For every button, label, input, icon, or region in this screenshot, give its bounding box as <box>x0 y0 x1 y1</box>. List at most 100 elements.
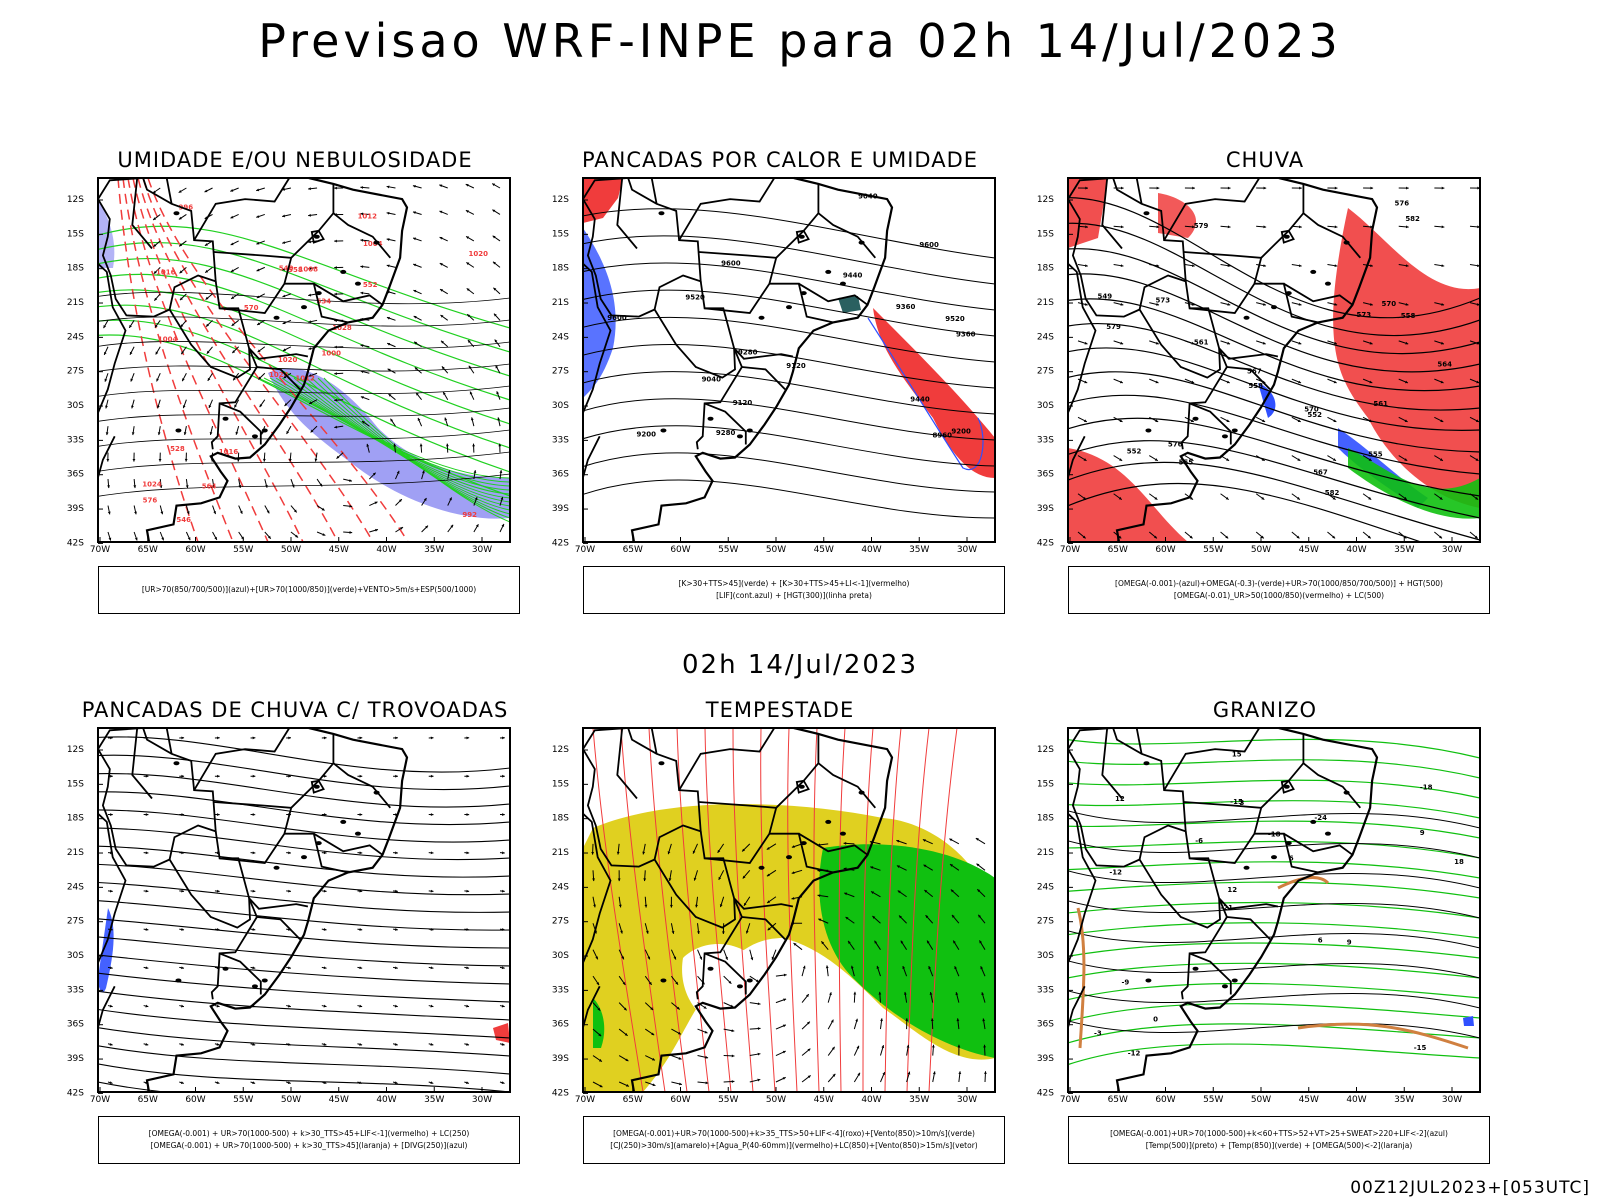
contour-label: 570 <box>1304 405 1319 413</box>
contour-label: 573 <box>1155 296 1170 304</box>
panel-title: PANCADAS POR CALOR E UMIDADE <box>581 148 979 172</box>
lat-tick-label: 24S <box>552 332 569 342</box>
lat-tick-label: 33S <box>552 985 569 995</box>
lat-tick-label: 27S <box>1037 367 1054 377</box>
axis-tick-labels: 12S 15S 18S 21S 24S 27S 30S 33S 36S 39S 42S 70W 65W 6… <box>552 195 977 555</box>
lat-tick-label: 36S <box>67 470 84 480</box>
lat-tick-label: 39S <box>1037 504 1054 514</box>
contour-label: 9280 <box>738 348 758 356</box>
lat-tick-label: 21S <box>67 298 84 308</box>
contour-label: 1020 <box>278 356 298 364</box>
lat-tick-label: 18S <box>67 264 84 274</box>
contour-label: -3 <box>1094 1030 1102 1038</box>
map-frame <box>582 177 996 543</box>
lat-tick-label: 21S <box>1037 848 1054 858</box>
lat-tick-label: 39S <box>67 1054 84 1064</box>
contour-label: 6 <box>1318 936 1323 944</box>
contour-label: 3 <box>1240 799 1245 807</box>
contour-label: -18 <box>1268 831 1281 839</box>
lat-tick-label: 15S <box>1037 779 1054 789</box>
contour-label: 546 <box>176 516 191 524</box>
run-info-label: 00Z12JUL2023+[053UTC] <box>1350 1178 1590 1198</box>
lon-tick-label: 60W <box>1155 545 1175 555</box>
contour-label: -12 <box>1128 1049 1141 1057</box>
lon-tick-label: 50W <box>1251 1095 1271 1105</box>
panel-legend: [UR>70(850/700/500)](azul)+[UR>70(1000/8… <box>98 566 520 614</box>
contour-label: 9600 <box>721 260 741 268</box>
lat-tick-label: 12S <box>1037 745 1054 755</box>
contour-label: 9440 <box>843 272 863 280</box>
lat-tick-label: 15S <box>552 229 569 239</box>
main-title: Previsao WRF-INPE para 02h 14/Jul/2023 <box>258 14 1342 68</box>
lat-tick-label: 27S <box>67 367 84 377</box>
contour-label: 9440 <box>910 395 930 403</box>
lat-tick-label: 33S <box>1037 435 1054 445</box>
axis-tick-labels: 12S 15S 18S 21S 24S 27S 30S 33S 36S 39S 42S 70W 65W 6… <box>67 195 492 555</box>
lat-tick-label: 33S <box>1037 985 1054 995</box>
lat-tick-label: 42S <box>552 1088 569 1098</box>
contour-label: 992 <box>462 511 477 519</box>
map-frame <box>1067 727 1481 1093</box>
lon-tick-label: 55W <box>718 1095 738 1105</box>
lat-tick-label: 42S <box>1037 538 1054 548</box>
axis-labels <box>583 749 968 1094</box>
lon-tick-label: 45W <box>814 545 834 555</box>
lon-tick-label: 60W <box>185 545 205 555</box>
lat-tick-label: 39S <box>1037 1054 1054 1064</box>
lon-tick-label: 50W <box>766 1095 786 1105</box>
contour-label: -18 <box>1420 783 1433 791</box>
lon-tick-label: 35W <box>909 545 929 555</box>
contour-label: 9360 <box>956 331 976 339</box>
panel-legend: [OMEGA(-0.001)+UR>70(1000-500)+k<60+TTS>… <box>1068 1116 1490 1164</box>
lon-tick-label: 60W <box>1155 1095 1175 1105</box>
contour-label: 996 <box>179 204 194 212</box>
lat-tick-label: 21S <box>552 848 569 858</box>
lon-tick-label: 30W <box>1442 545 1462 555</box>
axis-tick-labels: 12S 15S 18S 21S 24S 27S 30S 33S 36S 39S 42S 70W 65W 6… <box>1037 195 1462 555</box>
contour-label: 9520 <box>685 294 705 302</box>
contour-label: 1016 <box>219 448 239 456</box>
lon-tick-label: 40W <box>861 545 881 555</box>
lon-tick-label: 50W <box>1251 545 1271 555</box>
contour-label: 561 <box>1373 400 1388 408</box>
contour-label: 552 <box>1307 411 1322 419</box>
lon-tick-label: 45W <box>1299 545 1319 555</box>
legend-line: [OMEGA(-0.001)+UR>70(1000-500)+k<60+TTS>… <box>1110 1129 1448 1138</box>
lat-tick-label: 24S <box>67 332 84 342</box>
lon-tick-label: 35W <box>1394 545 1414 555</box>
mid-date-label: 02h 14/Jul/2023 <box>682 650 918 680</box>
lat-tick-label: 24S <box>1037 332 1054 342</box>
lat-tick-label: 21S <box>1037 298 1054 308</box>
lon-tick-label: 40W <box>1346 545 1366 555</box>
contour-label: 9600 <box>919 241 939 249</box>
axis-labels <box>98 199 483 544</box>
map-pancadas-trovoadas: 12S 15S 18S 21S 24S 27S 30S 33S 36S 39S 42S 70W 65W 6… <box>67 726 511 1105</box>
lon-tick-label: 50W <box>281 1095 301 1105</box>
contour-label: 9 <box>1420 829 1425 837</box>
panel-granizo: GRANIZO -15 -12 -18 -21 -24 -12 -15 -18 -9 -6 -3 0 3… <box>1037 698 1490 1188</box>
lat-tick-label: 33S <box>67 435 84 445</box>
contour-label: 558 <box>1401 312 1416 320</box>
axis-tick-labels: 12S 15S 18S 21S 24S 27S 30S 33S 36S 39S 42S 70W 65W 6… <box>67 745 492 1105</box>
contour-label: 558 <box>1248 382 1263 390</box>
lat-tick-label: 30S <box>67 951 84 961</box>
axis-labels <box>583 199 968 544</box>
panel-title: UMIDADE E/OU NEBULOSIDADE <box>117 148 473 172</box>
legend-line: [UR>70(850/700/500)](azul)+[UR>70(1000/8… <box>141 585 477 594</box>
lon-tick-label: 70W <box>575 545 595 555</box>
map-granizo: -15 -12 -18 -21 -24 -12 -15 -18 -9 -6 -3 0 3 6 9 12 15 18… <box>1037 726 1481 1105</box>
contour-label: 1004 <box>363 240 383 248</box>
lat-tick-label: 15S <box>67 229 84 239</box>
lon-tick-label: 55W <box>233 545 253 555</box>
lat-tick-label: 36S <box>552 1020 569 1030</box>
panel-umidade: UMIDADE E/OU NEBULOSIDADE 1012 1016 1020 10… <box>67 148 520 638</box>
lat-tick-label: 33S <box>67 985 84 995</box>
country-borders <box>97 176 409 543</box>
lat-tick-label: 30S <box>1037 401 1054 411</box>
contour-label: 1008 <box>298 266 318 274</box>
lat-tick-label: 30S <box>67 401 84 411</box>
contour-label: 573 <box>1356 311 1371 319</box>
contour-label: -24 <box>1314 814 1327 822</box>
contour-label: 8960 <box>933 431 953 439</box>
lon-tick-label: 65W <box>1108 545 1128 555</box>
